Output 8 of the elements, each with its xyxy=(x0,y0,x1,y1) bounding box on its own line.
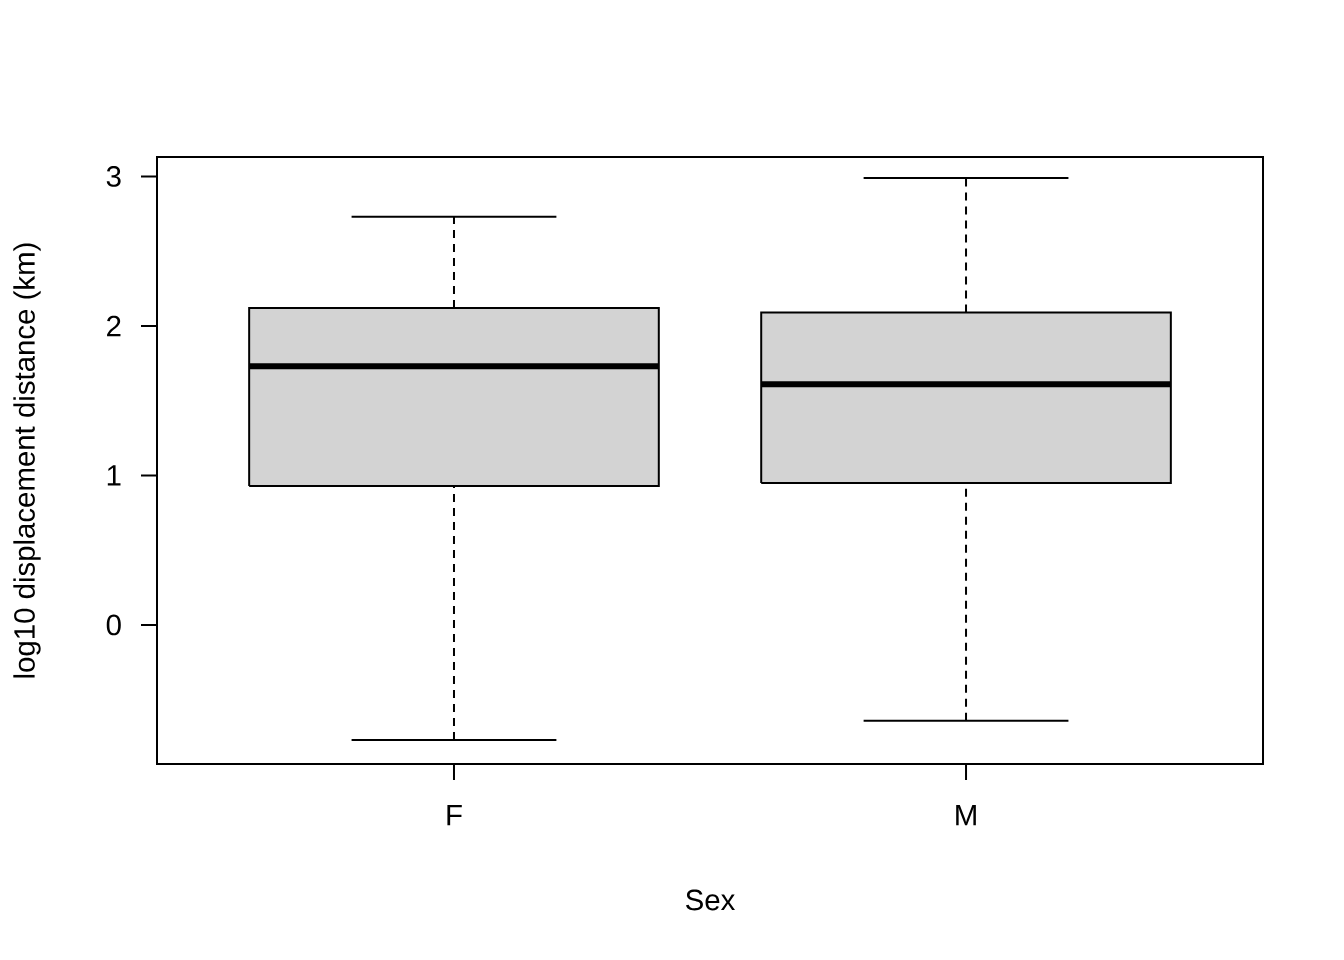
y-tick-label: 0 xyxy=(106,614,121,636)
y-axis-title: log10 displacement distance (km) xyxy=(13,243,41,678)
x-tick-label: F xyxy=(447,805,462,826)
x-tick-label: M xyxy=(956,805,976,826)
y-tick-label: 2 xyxy=(107,315,121,337)
x-axis-title: Sex xyxy=(686,889,735,911)
y-tick-label: 1 xyxy=(107,465,121,486)
y-tick-label: 3 xyxy=(106,166,121,187)
